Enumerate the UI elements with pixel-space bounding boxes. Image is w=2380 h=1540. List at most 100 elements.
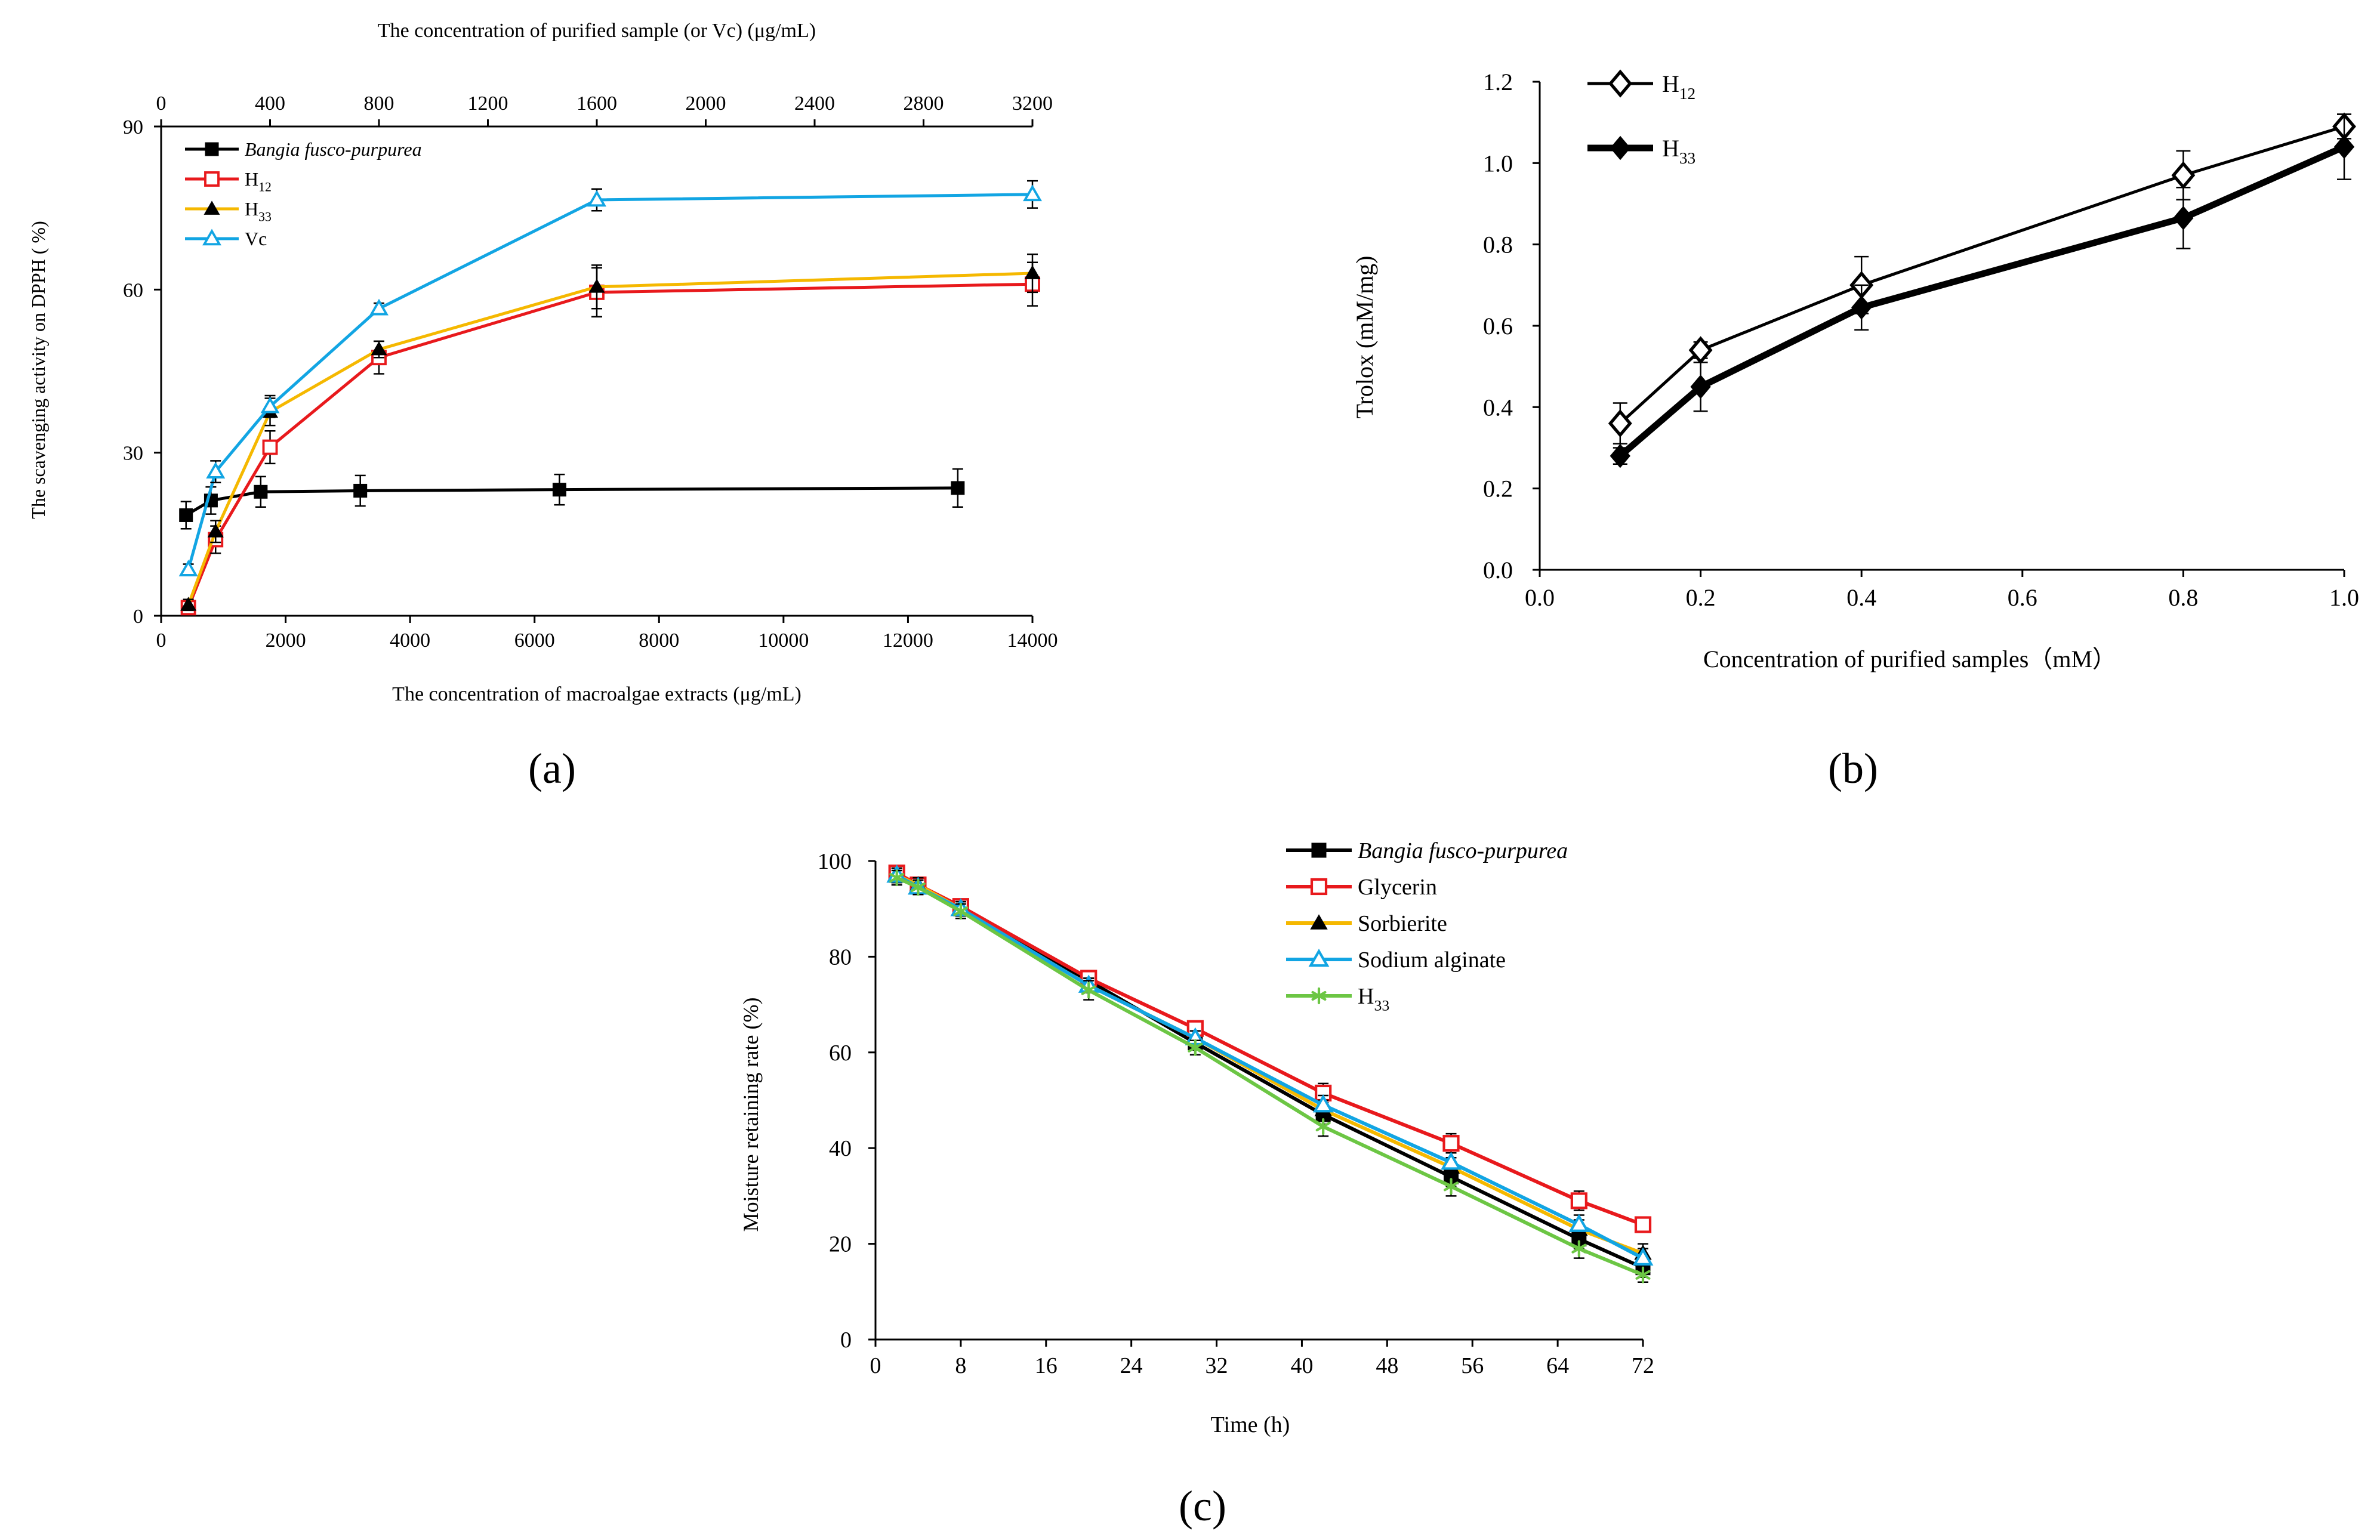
panel-c-caption: (c): [1179, 1482, 1226, 1530]
a-point: [552, 483, 566, 497]
c-point: [1315, 1118, 1331, 1135]
panel-a-y-axis-label: The scavenging activity on DPPH ( %): [27, 221, 49, 519]
a-x2-tick-label: 2000: [686, 92, 726, 115]
c-legend-marker-1: [1310, 878, 1328, 896]
b-y-tick-label: 0.4: [1483, 394, 1513, 421]
c-y-tick-label: 60: [829, 1041, 852, 1066]
c-series-line-1: [896, 871, 1644, 1227]
c-point: [889, 869, 905, 887]
panel-b-chart: 0.0 0.2 0.4 0.6 0.8 1.00.00.20.40.60.81.01.2 …: [1351, 69, 2359, 792]
panel-a-top-axis-label: The concentration of purified sample (or…: [378, 20, 816, 42]
a-point: [1024, 265, 1041, 279]
c-legend-marker-3: [1308, 948, 1330, 967]
panel-c-legend: Bangia fusco-purpurea Glycerin Sorbierite S…: [1286, 838, 1568, 1014]
c-legend-marker-0: [1311, 842, 1327, 858]
a-point: [588, 279, 605, 293]
a-point: [1023, 184, 1042, 202]
a-x-tick-label: 14000: [1007, 629, 1058, 652]
c-legend-label-2: Sorbierite: [1358, 911, 1447, 936]
c-x-tick-label: 48: [1376, 1353, 1398, 1378]
panel-a-caption: (a): [528, 745, 576, 792]
a-x-tick-label: 12000: [883, 629, 933, 652]
panel-a-legend: Bangia fusco-purpurea H12 H33 Vc: [185, 138, 422, 249]
b-x-tick-label: 0.0: [1525, 584, 1555, 611]
c-point-stroke-2: [889, 872, 905, 883]
c-legend-label-0: Bangia fusco-purpurea: [1358, 838, 1568, 863]
a-x-tick-label: 0: [156, 629, 167, 652]
a-legend-label-2: H33: [245, 198, 272, 224]
b-point: [2173, 206, 2194, 230]
c-x-tick-label: 72: [1632, 1353, 1654, 1378]
c-x-tick-label: 16: [1035, 1353, 1058, 1378]
c-point: [1635, 1266, 1651, 1283]
b-point: [1610, 443, 1630, 468]
c-point: [1312, 1094, 1334, 1113]
b-x-tick-label: 0.6: [2008, 584, 2037, 611]
a-x-tick-label: 10000: [758, 629, 809, 652]
b-y-tick-label: 1.2: [1483, 69, 1513, 95]
panel-c-chart: 0 8 16 24 32 40 48 56 64 72 0 20 40 60 80 100 Bangia fu…: [739, 838, 1654, 1530]
a-x2-tick-label: 0: [156, 92, 167, 115]
a-point: [353, 483, 368, 498]
c-x-tick-label: 56: [1461, 1353, 1484, 1378]
a-legend-marker-2: [204, 200, 220, 215]
c-point: [1634, 1216, 1652, 1233]
c-x-tick-label: 0: [870, 1353, 881, 1378]
panel-c-axes: 0 8 16 24 32 40 48 56 64 72 0 20 40 60 80 100: [818, 849, 1654, 1378]
c-point: [1632, 1247, 1654, 1266]
b-legend-label-1: H33: [1662, 135, 1695, 167]
b-x-tick-label: 0.2: [1686, 584, 1716, 611]
a-series-line-3: [187, 193, 1033, 570]
c-point: [1571, 1240, 1587, 1257]
panel-b-caption: (b): [1828, 745, 1878, 792]
c-legend-label-4: H33: [1358, 984, 1389, 1014]
c-x-tick-label: 64: [1546, 1353, 1569, 1378]
a-series-line-1: [187, 282, 1033, 609]
b-point: [1851, 295, 1872, 320]
a-x-tick-label: 2000: [266, 629, 306, 652]
a-x2-tick-label: 3200: [1012, 92, 1053, 115]
c-y-tick-label: 20: [829, 1232, 852, 1257]
a-x2-tick-label: 400: [255, 92, 285, 115]
c-point-stroke-2: [1315, 1122, 1331, 1132]
a-point: [371, 341, 387, 356]
c-y-tick-label: 0: [840, 1328, 852, 1353]
b-point: [1608, 409, 1632, 438]
c-point-stroke-2: [1635, 1270, 1651, 1280]
a-point: [254, 484, 268, 499]
a-y-tick-label: 0: [133, 606, 143, 628]
b-y-tick-label: 0.0: [1483, 557, 1513, 584]
panel-b-axes: 0.0 0.2 0.4 0.6 0.8 1.0 0.0 0.2 0.4 0.6 0.8 1.0 1.2: [1483, 69, 2359, 611]
panel-c-y-axis-label: Moisture retaining rate (%): [739, 998, 763, 1232]
c-point: [1188, 1039, 1203, 1056]
panel-b-legend: H12 H33: [1587, 69, 1695, 167]
c-legend-marker-4-stroke-2: [1311, 990, 1327, 1001]
c-point-stroke-2: [1081, 985, 1096, 995]
c-point-stroke-2: [1188, 1042, 1203, 1053]
a-point: [260, 396, 280, 413]
panel-a-bottom-axis-label: The concentration of macroalgae extracts…: [392, 683, 801, 705]
a-point: [262, 439, 278, 455]
b-y-tick-label: 0.2: [1483, 476, 1513, 502]
a-x-tick-label: 4000: [390, 629, 430, 652]
c-y-tick-label: 80: [829, 945, 852, 970]
b-y-tick-label: 1.0: [1483, 150, 1513, 177]
a-legend-label-0: Bangia fusco-purpurea: [245, 138, 422, 160]
a-series-line-0: [185, 486, 958, 517]
c-legend-marker-2: [1310, 914, 1328, 930]
a-y-tick-label: 30: [123, 443, 143, 465]
a-x2-tick-label: 800: [364, 92, 394, 115]
c-point-stroke-2: [953, 906, 969, 916]
b-y-tick-label: 0.6: [1483, 313, 1513, 340]
c-point: [910, 879, 926, 896]
b-y-tick-label: 0.8: [1483, 232, 1513, 258]
c-point-stroke-2: [1571, 1243, 1587, 1254]
a-x2-tick-label: 2400: [794, 92, 835, 115]
c-legend-marker-4: [1311, 987, 1327, 1005]
b-point: [2171, 161, 2196, 190]
a-y-tick-label: 60: [123, 279, 143, 301]
b-legend-marker-1: [1610, 135, 1631, 161]
c-point: [1443, 1178, 1459, 1195]
